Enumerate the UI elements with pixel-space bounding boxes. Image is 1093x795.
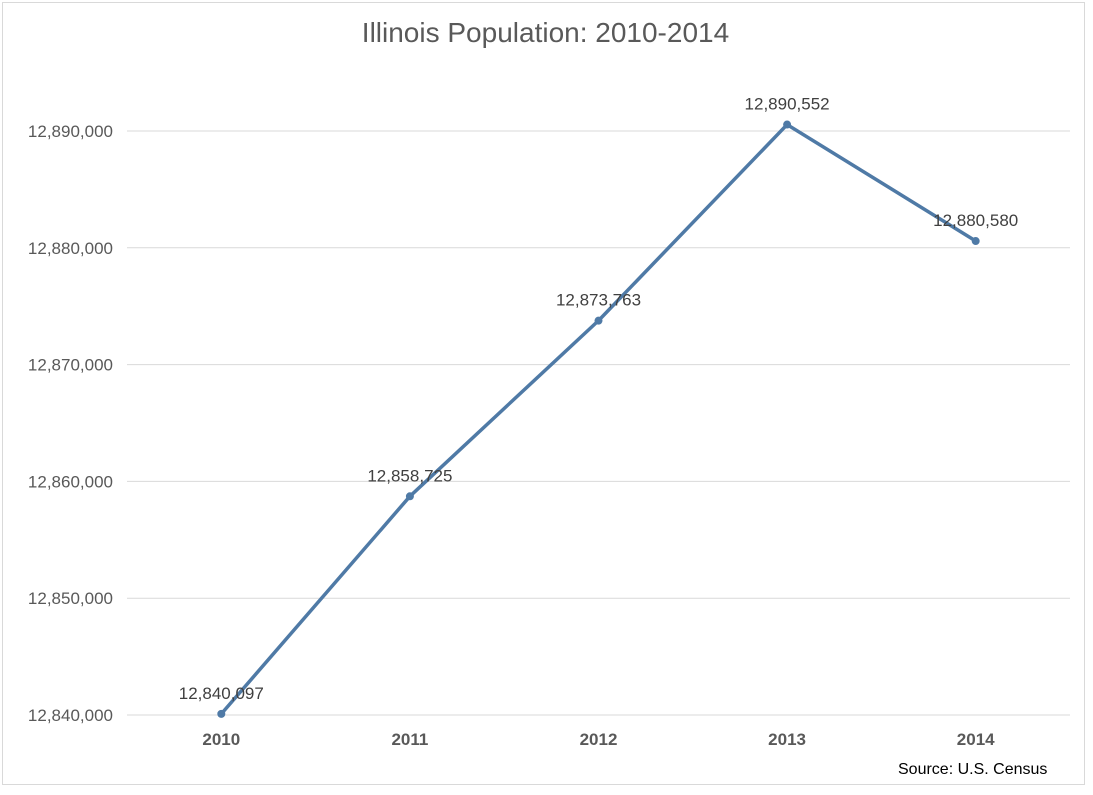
- x-axis-ticks: 2010 2011 2012 2013 2014: [202, 730, 995, 749]
- data-point: [217, 709, 226, 718]
- x-tick-label: 2013: [768, 730, 806, 749]
- x-tick-label: 2014: [957, 730, 995, 749]
- y-tick-label: 12,880,000: [28, 239, 113, 258]
- y-tick-label: 12,850,000: [28, 589, 113, 608]
- data-label: 12,873,763: [556, 291, 641, 310]
- y-tick-label: 12,870,000: [28, 356, 113, 375]
- data-label: 12,858,725: [367, 466, 452, 485]
- x-tick-label: 2010: [202, 730, 240, 749]
- source-note: Source: U.S. Census: [898, 761, 1048, 778]
- chart-frame: Illinois Population: 2010-2014 12,840,00…: [2, 2, 1085, 785]
- x-tick-label: 2011: [391, 730, 428, 749]
- chart-title: Illinois Population: 2010-2014: [361, 17, 730, 48]
- data-point: [971, 237, 980, 246]
- y-tick-label: 12,840,000: [28, 706, 113, 725]
- y-tick-label: 12,890,000: [28, 122, 113, 141]
- y-tick-label: 12,860,000: [28, 472, 113, 491]
- data-label: 12,880,580: [933, 211, 1018, 230]
- x-tick-label: 2012: [580, 730, 618, 749]
- data-labels: 12,840,097 12,858,725 12,873,763 12,890,552…: [179, 95, 1018, 703]
- data-point: [405, 492, 414, 501]
- series-population: [217, 120, 980, 718]
- line-chart: 12,840,000 12,850,000 12,860,000 12,870,000…: [28, 95, 1070, 749]
- data-label: 12,840,097: [179, 684, 264, 703]
- data-point: [594, 316, 603, 325]
- y-axis-ticks: 12,840,000 12,850,000 12,860,000 12,870,000…: [28, 122, 113, 725]
- gridlines: [127, 130, 1070, 716]
- data-point: [783, 120, 792, 129]
- data-label: 12,890,552: [745, 95, 830, 114]
- series-line: [219, 122, 977, 716]
